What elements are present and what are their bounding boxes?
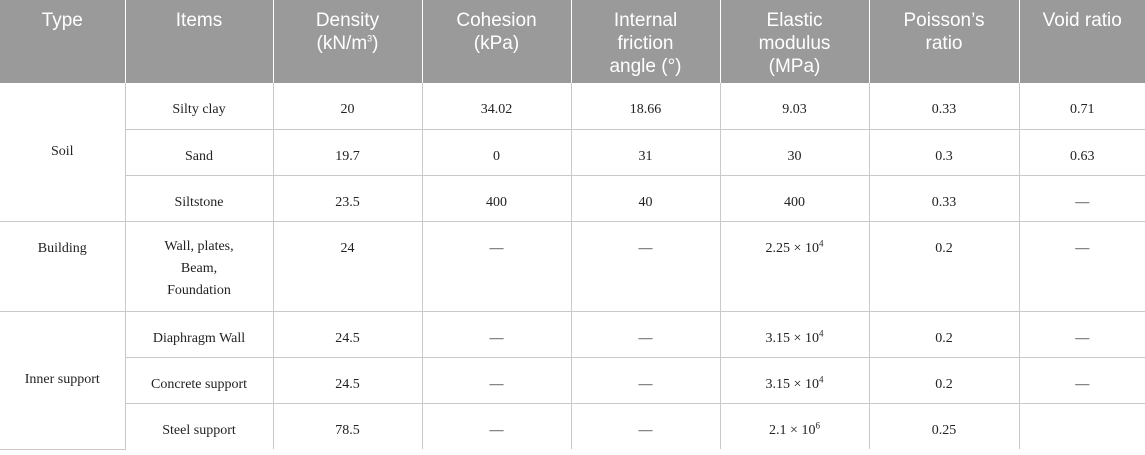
density-cell: 24 [273, 221, 423, 312]
header-density: Density (kN/m3) [273, 0, 423, 83]
friction-cell: — [571, 221, 721, 312]
elastic-cell: 2.25 × 104 [720, 221, 870, 312]
elastic-cell: 3.15 × 104 [720, 357, 870, 404]
header-elastic-line1: Elastic [766, 10, 823, 31]
header-friction: Internal friction angle (°) [571, 0, 721, 83]
table-row: Sand 19.7 0 31 30 0.3 0.63 [0, 129, 1145, 176]
header-poisson-line1: Poisson’s [903, 10, 985, 31]
elastic-base: 2.1 × 10 [769, 422, 816, 438]
header-cohesion-line1: Cohesion [456, 10, 537, 31]
poisson-cell: 0.33 [869, 175, 1020, 222]
void-cell: — [1019, 221, 1145, 312]
header-friction-line1: Internal [613, 10, 678, 31]
density-cell: 78.5 [273, 403, 423, 449]
header-cohesion-line2: (kPa) [473, 33, 520, 54]
table-row: Steel support 78.5 — — 2.1 × 106 0.25 [0, 403, 1145, 449]
header-items: Items [125, 0, 274, 83]
cohesion-cell: — [422, 311, 572, 358]
elastic-exponent: 4 [818, 373, 824, 384]
header-row: Type Items Density (kN/m3) Cohesion (kPa… [0, 0, 1145, 83]
poisson-cell: 0.2 [869, 311, 1020, 358]
table-row: Inner support Diaphragm Wall 24.5 — — 3.… [0, 311, 1145, 450]
void-cell [1019, 403, 1145, 449]
cohesion-cell: — [422, 357, 572, 404]
elastic-cell: 3.15 × 104 [720, 311, 870, 358]
item-building-elements: Wall, plates, Beam, Foundation [125, 221, 274, 312]
type-inner-support: Inner support [0, 311, 126, 450]
void-cell: — [1019, 175, 1145, 222]
header-density-line2: (kN/m3) [278, 32, 418, 55]
cohesion-cell: 0 [422, 129, 572, 176]
header-friction-line2: friction [617, 33, 674, 54]
header-elastic: Elastic modulus (MPa) [720, 0, 870, 83]
cohesion-cell: 400 [422, 175, 572, 222]
poisson-cell: 0.25 [869, 403, 1020, 449]
item-sand: Sand [125, 129, 274, 176]
cohesion-cell: — [422, 403, 572, 449]
density-cell: 20 [273, 83, 423, 130]
item-building-line3: Foundation [167, 282, 231, 298]
poisson-cell: 0.2 [869, 357, 1020, 404]
header-density-unit: (kN/m [316, 33, 368, 54]
friction-cell: — [571, 403, 721, 449]
density-cell: 24.5 [273, 357, 423, 404]
friction-cell: 40 [571, 175, 721, 222]
cohesion-cell: 34.02 [422, 83, 572, 130]
void-cell: 0.63 [1019, 129, 1145, 176]
void-cell: — [1019, 357, 1145, 404]
elastic-cell: 9.03 [720, 83, 870, 130]
void-cell: 0.71 [1019, 83, 1145, 130]
header-poisson: Poisson’s ratio [869, 0, 1020, 83]
elastic-cell: 30 [720, 129, 870, 176]
elastic-exponent: 4 [818, 327, 824, 338]
friction-cell: 18.66 [571, 83, 721, 130]
header-density-close: ) [372, 33, 379, 54]
poisson-cell: 0.2 [869, 221, 1020, 312]
item-concrete-support: Concrete support [125, 357, 274, 404]
type-building: Building [0, 221, 126, 312]
table-row: Concrete support 24.5 — — 3.15 × 104 0.2… [0, 357, 1145, 404]
poisson-cell: 0.3 [869, 129, 1020, 176]
item-steel-support: Steel support [125, 403, 274, 449]
header-friction-line3: angle (°) [609, 56, 682, 77]
cohesion-cell: — [422, 221, 572, 312]
table-row: Soil Silty clay 20 34.02 18.66 9.03 0.33… [0, 83, 1145, 222]
friction-cell: — [571, 357, 721, 404]
header-poisson-line2: ratio [925, 33, 963, 54]
elastic-exponent: 4 [818, 237, 824, 248]
elastic-exponent: 6 [815, 419, 820, 430]
item-siltstone: Siltstone [125, 175, 274, 222]
header-density-exponent: 3 [367, 33, 373, 44]
elastic-cell: 2.1 × 106 [720, 403, 870, 449]
item-diaphragm-wall: Diaphragm Wall [125, 311, 274, 358]
elastic-base: 2.25 × 10 [765, 240, 819, 256]
density-cell: 24.5 [273, 311, 423, 358]
item-building-line2: Beam, [180, 260, 218, 276]
friction-cell: 31 [571, 129, 721, 176]
header-type: Type [0, 0, 126, 83]
table-row: Building Wall, plates, Beam, Foundation … [0, 221, 1145, 312]
poisson-cell: 0.33 [869, 83, 1020, 130]
density-cell: 23.5 [273, 175, 423, 222]
elastic-cell: 400 [720, 175, 870, 222]
header-elastic-line2: modulus [758, 33, 831, 54]
header-elastic-line3: (MPa) [768, 56, 821, 77]
header-density-line1: Density [315, 10, 380, 31]
item-building-line1: Wall, plates, [164, 238, 234, 254]
type-soil: Soil [0, 83, 126, 222]
density-cell: 19.7 [273, 129, 423, 176]
elastic-base: 3.15 × 10 [765, 330, 819, 346]
header-void: Void ratio [1019, 0, 1145, 83]
elastic-base: 3.15 × 10 [765, 376, 819, 392]
void-cell: — [1019, 311, 1145, 358]
friction-cell: — [571, 311, 721, 358]
item-silty-clay: Silty clay [125, 83, 274, 130]
table-row: Siltstone 23.5 400 40 400 0.33 — [0, 175, 1145, 222]
header-cohesion: Cohesion (kPa) [422, 0, 572, 83]
